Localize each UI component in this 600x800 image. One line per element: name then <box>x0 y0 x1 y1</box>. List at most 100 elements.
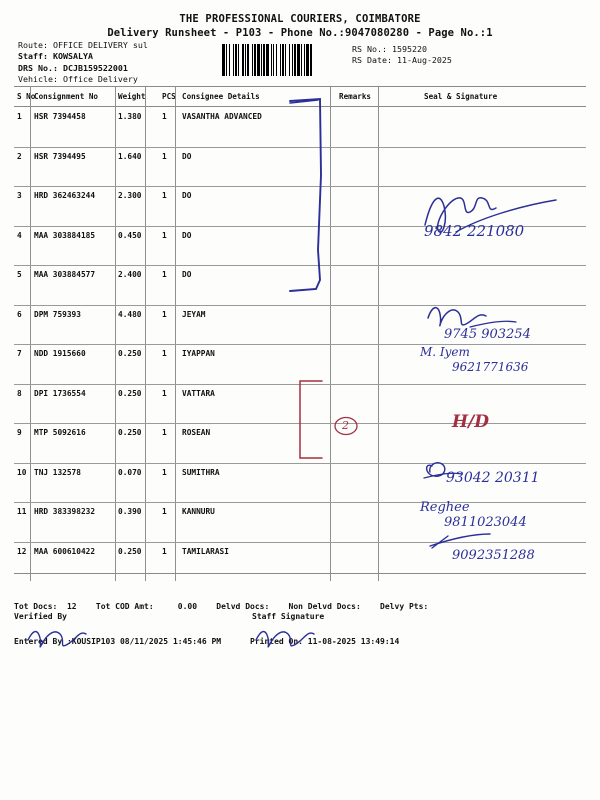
column-header-seal-signature: Seal & Signature <box>424 92 498 101</box>
cell-consignee-details: SUMITHRA <box>182 467 220 477</box>
entered-printed-line: Entered By :KOUSIP103 08/11/2025 1:45:46… <box>14 636 400 646</box>
table-row[interactable]: 8 DPI 1736554 0.250 1 VATTARA <box>14 384 586 423</box>
cell-consignee-details: KANNURU <box>182 507 215 516</box>
cell-consignment-no: NDD 1915660 <box>34 349 86 358</box>
cell-weight: 2.300 <box>118 191 142 200</box>
table-row[interactable]: 1 HSR 7394458 1.380 1 VASANTHA ADVANCED <box>14 107 586 146</box>
column-header-weight: Weight <box>118 92 146 101</box>
staff-signature-label: Staff Signature <box>252 612 325 621</box>
cell-sno: 7 <box>17 349 22 358</box>
drs-label: DRS No.: <box>18 62 58 73</box>
cell-consignment-no: TNJ 132578 <box>34 467 81 477</box>
vehicle-label: Vehicle: <box>18 74 58 85</box>
cell-consignment-no: MTP 5092616 <box>34 428 86 437</box>
rs-date-line: RS Date: 11-Aug-2025 <box>352 55 452 66</box>
cell-pcs: 1 <box>162 428 167 437</box>
row-divider <box>14 423 586 424</box>
row-divider <box>14 344 586 345</box>
document-title-block: THE PROFESSIONAL COURIERS, COIMBATORE De… <box>0 12 600 40</box>
row-divider <box>14 225 586 227</box>
rs-date-value: 11-Aug-2025 <box>396 55 452 66</box>
table-row[interactable]: 4 MAA 303884185 0.450 1 DO <box>14 226 586 265</box>
staff-value: KOWSALYA <box>52 51 93 62</box>
cell-pcs: 1 <box>162 507 167 516</box>
column-header-s-no: S No <box>17 92 36 101</box>
cell-sno: 5 <box>17 270 22 279</box>
footer-totals: Tot Docs: 12 Tot COD Amt: 0.00 Delvd Doc… <box>14 578 428 670</box>
column-divider-2 <box>145 86 146 581</box>
cell-pcs: 1 <box>162 230 167 240</box>
cell-consignee-details: DO <box>182 191 192 200</box>
route-label: Route: <box>18 40 48 50</box>
table-row[interactable]: 12 MAA 600610422 0.250 1 TAMILARASI <box>14 542 586 581</box>
row-divider <box>14 502 586 503</box>
cell-sno: 2 <box>17 151 22 161</box>
document-subtitle: Delivery Runsheet - P103 - Phone No.:904… <box>107 27 493 39</box>
cell-sno: 8 <box>17 388 22 398</box>
cell-sno: 9 <box>17 428 22 437</box>
cell-consignment-no: HSR 7394458 <box>34 112 86 121</box>
totals-line: Tot Docs: 12 Tot COD Amt: 0.00 Delvd Doc… <box>14 602 429 611</box>
rs-no-line: RS No.: 1595220 <box>352 44 452 55</box>
column-divider-0 <box>30 86 31 581</box>
rs-no-value: 1595220 <box>391 44 427 54</box>
cell-consignee-details: DO <box>182 270 192 279</box>
table-row[interactable]: 2 HSR 7394495 1.640 1 DO <box>14 147 586 186</box>
table-row[interactable]: 3 HRD 362463244 2.300 1 DO <box>14 186 586 225</box>
drs-value: DCJB159522001 <box>62 62 128 73</box>
row-divider <box>14 304 586 306</box>
company-title: THE PROFESSIONAL COURIERS, COIMBATORE <box>179 13 421 25</box>
cell-consignee-details: VATTARA <box>182 388 215 398</box>
cell-weight: 0.070 <box>118 467 142 477</box>
cell-weight: 1.380 <box>118 112 142 121</box>
cell-sno: 12 <box>17 546 27 556</box>
cell-pcs: 1 <box>162 309 167 319</box>
table-row[interactable]: 6 DPM 759393 4.480 1 JEYAM <box>14 305 586 344</box>
cell-sno: 10 <box>17 467 27 477</box>
cell-weight: 1.640 <box>118 151 142 161</box>
cell-consignment-no: MAA 600610422 <box>34 546 96 556</box>
cell-pcs: 1 <box>162 349 167 358</box>
staff-line: Staff: KOWSALYA <box>18 51 148 62</box>
cell-weight: 4.480 <box>118 309 142 319</box>
rs-date-label: RS Date: <box>352 55 392 66</box>
row-divider <box>14 541 586 543</box>
header-meta-right: RS No.: 1595220 RS Date: 11-Aug-2025 <box>352 44 452 67</box>
table-row[interactable]: 5 MAA 303884577 2.400 1 DO <box>14 265 586 304</box>
row-divider <box>14 462 586 464</box>
cell-consignee-details: VASANTHA ADVANCED <box>182 112 262 121</box>
cell-consignee-details: TAMILARASI <box>182 546 229 556</box>
column-header-consignment-no: Consignment No <box>34 92 99 101</box>
cell-pcs: 1 <box>162 191 167 200</box>
staff-label: Staff: <box>18 51 48 62</box>
cell-pcs: 1 <box>162 546 167 556</box>
table-row[interactable]: 9 MTP 5092616 0.250 1 ROSEAN <box>14 423 586 462</box>
cell-weight: 0.250 <box>118 428 142 437</box>
cell-consignment-no: HSR 7394495 <box>34 151 86 161</box>
column-header-pcs: PCS <box>162 92 176 101</box>
header-meta-left: Route: OFFICE DELIVERY sul Staff: KOWSAL… <box>18 40 148 86</box>
verified-by-label: Verified By <box>14 612 67 621</box>
cell-consignee-details: IYAPPAN <box>182 349 215 358</box>
cell-weight: 0.450 <box>118 230 142 240</box>
cell-pcs: 1 <box>162 151 167 161</box>
cell-consignment-no: MAA 303884577 <box>34 270 96 279</box>
column-header-remarks: Remarks <box>339 92 372 101</box>
table-row[interactable]: 11 HRD 383398232 0.390 1 KANNURU <box>14 502 586 541</box>
cell-weight: 0.390 <box>118 507 142 516</box>
table-row[interactable]: 10 TNJ 132578 0.070 1 SUMITHRA <box>14 463 586 502</box>
cell-pcs: 1 <box>162 112 167 121</box>
cell-consignment-no: DPI 1736554 <box>34 388 86 398</box>
table-row[interactable]: 7 NDD 1915660 0.250 1 IYAPPAN <box>14 344 586 383</box>
row-divider <box>14 383 586 385</box>
cell-sno: 4 <box>17 230 22 240</box>
cell-weight: 2.400 <box>118 270 142 279</box>
cell-pcs: 1 <box>162 270 167 279</box>
rs-no-label: RS No.: <box>352 44 387 54</box>
cell-consignee-details: ROSEAN <box>182 428 211 437</box>
cell-consignment-no: DPM 759393 <box>34 309 81 319</box>
table-header-row: S No Consignment No Weight PCS Consignee Det… <box>14 86 586 106</box>
cell-consignee-details: DO <box>182 151 192 161</box>
cell-weight: 0.250 <box>118 388 142 398</box>
